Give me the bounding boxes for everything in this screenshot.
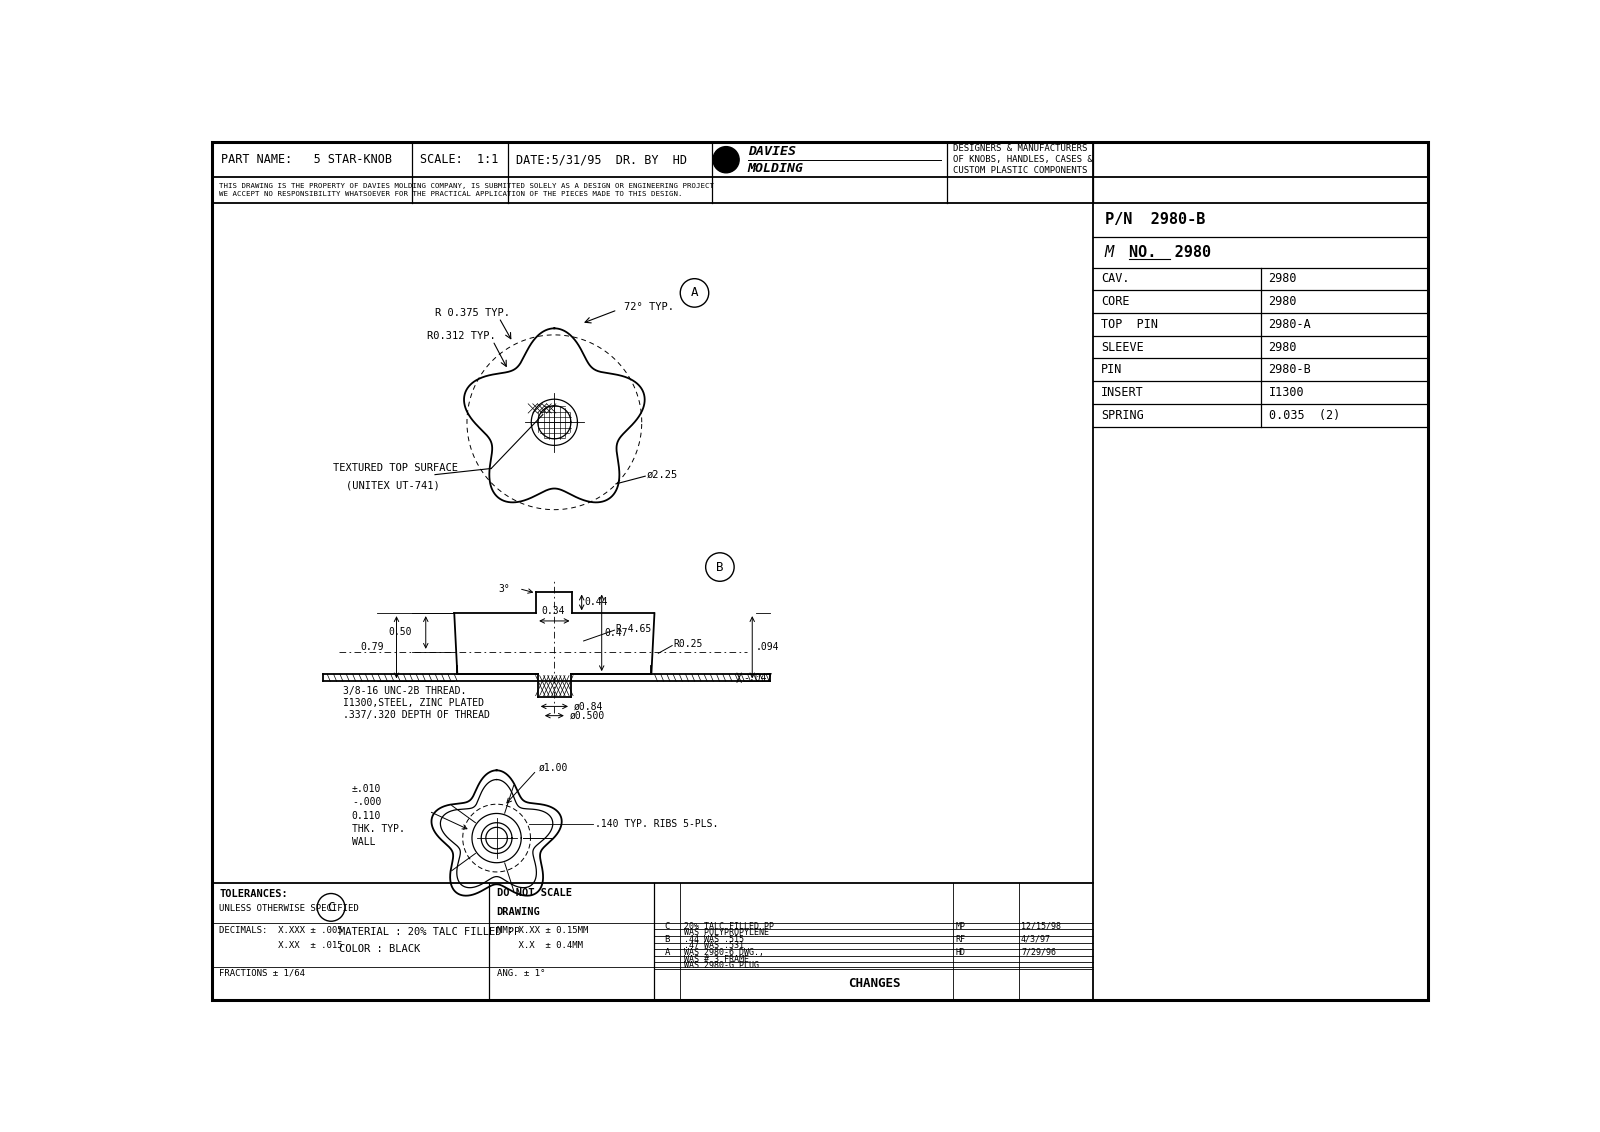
Text: B: B	[717, 560, 723, 574]
Text: I1300: I1300	[1269, 386, 1304, 398]
Text: 12/15/98: 12/15/98	[1021, 921, 1061, 931]
Text: TOP  PIN: TOP PIN	[1101, 318, 1158, 331]
Text: A: A	[691, 286, 698, 300]
Text: 2980: 2980	[1269, 341, 1298, 353]
Text: CUSTOM PLASTIC COMPONENTS: CUSTOM PLASTIC COMPONENTS	[954, 166, 1088, 175]
Text: ø0.84: ø0.84	[574, 702, 603, 711]
Text: 2980-A: 2980-A	[1269, 318, 1312, 331]
Text: 0.34: 0.34	[541, 607, 565, 616]
Text: RF: RF	[955, 935, 965, 944]
Text: M: M	[1106, 245, 1114, 259]
Text: TEXTURED TOP SURFACE: TEXTURED TOP SURFACE	[333, 463, 458, 473]
Text: MP: MP	[955, 921, 965, 931]
Text: ANG. ± 1°: ANG. ± 1°	[496, 969, 546, 978]
Text: UNLESS OTHERWISE SPECIFIED: UNLESS OTHERWISE SPECIFIED	[219, 903, 358, 912]
Text: 4/3/97: 4/3/97	[1021, 935, 1051, 944]
Text: OF KNOBS, HANDLES, CASES &: OF KNOBS, HANDLES, CASES &	[954, 155, 1093, 164]
Text: WE ACCEPT NO RESPONSIBILITY WHATSOEVER FOR THE PRACTICAL APPLICATION OF THE PIEC: WE ACCEPT NO RESPONSIBILITY WHATSOEVER F…	[219, 191, 683, 197]
Text: .47 WAS .531: .47 WAS .531	[683, 942, 744, 951]
Text: R 4.65: R 4.65	[616, 624, 651, 634]
Text: MOLDING: MOLDING	[747, 162, 803, 174]
Text: 2980: 2980	[1269, 295, 1298, 308]
Text: R 0.375 TYP.: R 0.375 TYP.	[435, 308, 510, 318]
Circle shape	[714, 147, 739, 173]
Text: .140 TYP. RIBS 5-PLS.: .140 TYP. RIBS 5-PLS.	[595, 820, 718, 830]
Text: DATE:5/31/95  DR. BY  HD: DATE:5/31/95 DR. BY HD	[515, 153, 686, 166]
Text: CHANGES: CHANGES	[848, 977, 901, 990]
Text: ø0.500: ø0.500	[570, 711, 605, 721]
Text: MM: X.XX ± 0.15MM: MM: X.XX ± 0.15MM	[496, 926, 587, 935]
Text: NO.  2980: NO. 2980	[1128, 245, 1211, 259]
Text: .44 WAS .515: .44 WAS .515	[683, 935, 744, 944]
Text: 0.44: 0.44	[584, 598, 608, 608]
Text: FRACTIONS ± 1/64: FRACTIONS ± 1/64	[219, 969, 306, 978]
Text: A: A	[664, 947, 670, 957]
Text: DAVIES: DAVIES	[747, 145, 795, 157]
Text: 2980: 2980	[1269, 273, 1298, 285]
Text: 20% TALC FILLED PP: 20% TALC FILLED PP	[683, 921, 774, 931]
Text: HD: HD	[955, 947, 965, 957]
Text: DESIGNERS & MANUFACTURERS: DESIGNERS & MANUFACTURERS	[954, 145, 1088, 154]
Text: COLOR : BLACK: COLOR : BLACK	[339, 944, 419, 954]
Text: .094: .094	[757, 642, 779, 652]
Text: SPRING: SPRING	[1101, 409, 1144, 421]
Text: (UNITEX UT-741): (UNITEX UT-741)	[347, 480, 440, 490]
Text: C: C	[328, 901, 334, 914]
Text: -.047: -.047	[742, 672, 773, 683]
Text: B: B	[664, 935, 670, 944]
Text: C: C	[664, 921, 670, 931]
Text: WAS 2980-G PLUG: WAS 2980-G PLUG	[683, 961, 758, 970]
Text: DO NOT SCALE: DO NOT SCALE	[496, 889, 571, 898]
Text: THIS DRAWING IS THE PROPERTY OF DAVIES MOLDING COMPANY, IS SUBMITTED SOLELY AS A: THIS DRAWING IS THE PROPERTY OF DAVIES M…	[219, 183, 714, 189]
Text: WAS 2980-6 DWG.,: WAS 2980-6 DWG.,	[683, 947, 763, 957]
Text: 3°: 3°	[498, 584, 510, 593]
Text: MATERIAL : 20% TALC FILLED PP: MATERIAL : 20% TALC FILLED PP	[339, 927, 520, 937]
Text: 7/29/96: 7/29/96	[1021, 947, 1056, 957]
Text: INSERT: INSERT	[1101, 386, 1144, 398]
Text: R0.312 TYP.: R0.312 TYP.	[427, 331, 496, 341]
Text: CAV.: CAV.	[1101, 273, 1130, 285]
Text: P/N  2980-B: P/N 2980-B	[1106, 213, 1205, 228]
Text: DECIMALS:  X.XXX ± .005: DECIMALS: X.XXX ± .005	[219, 926, 342, 935]
Text: 0.47: 0.47	[605, 628, 629, 637]
Text: ±.010
-.000
0.110
THK. TYP.
WALL: ±.010 -.000 0.110 THK. TYP. WALL	[352, 784, 405, 847]
Text: 2980-B: 2980-B	[1269, 363, 1312, 376]
Text: WAS # 3 FRAME: WAS # 3 FRAME	[683, 954, 749, 963]
Text: DRAWING: DRAWING	[496, 908, 541, 917]
Text: PART NAME:   5 STAR-KNOB: PART NAME: 5 STAR-KNOB	[221, 153, 392, 166]
Text: 0.50: 0.50	[389, 627, 411, 637]
Text: ø2.25: ø2.25	[646, 470, 678, 480]
Text: X.X  ± 0.4MM: X.X ± 0.4MM	[496, 942, 582, 950]
Text: 0.035  (2): 0.035 (2)	[1269, 409, 1339, 421]
Text: ø1.00: ø1.00	[539, 762, 568, 772]
Text: R0.25: R0.25	[674, 640, 702, 649]
Text: SLEEVE: SLEEVE	[1101, 341, 1144, 353]
Text: 72° TYP.: 72° TYP.	[624, 302, 674, 311]
Text: 3/8-16 UNC-2B THREAD.
I1300,STEEL, ZINC PLATED
.337/.320 DEPTH OF THREAD: 3/8-16 UNC-2B THREAD. I1300,STEEL, ZINC …	[342, 686, 490, 720]
Text: SCALE:  1:1: SCALE: 1:1	[419, 153, 498, 166]
Text: 0.79: 0.79	[360, 642, 384, 652]
Text: TOLERANCES:: TOLERANCES:	[219, 889, 288, 899]
Text: CORE: CORE	[1101, 295, 1130, 308]
Text: X.XX  ± .015: X.XX ± .015	[219, 942, 342, 950]
Text: PIN: PIN	[1101, 363, 1123, 376]
Text: WAS POLYPROPYLENE: WAS POLYPROPYLENE	[683, 928, 768, 937]
